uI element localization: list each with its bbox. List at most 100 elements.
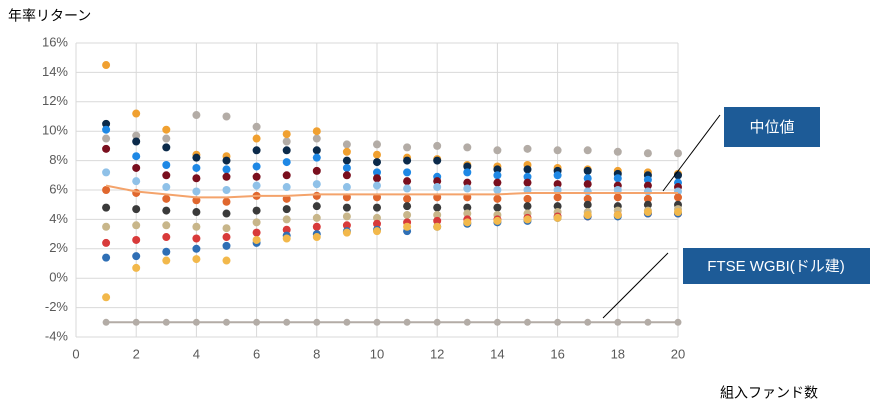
point: [342, 163, 351, 172]
point: [342, 147, 351, 156]
point: [222, 209, 231, 218]
point: [463, 209, 472, 218]
point: [523, 194, 532, 203]
point: [252, 134, 261, 143]
point: [253, 318, 261, 326]
point: [252, 235, 261, 244]
callout-text: FTSE WGBI(ドル建): [707, 258, 845, 275]
point: [493, 194, 502, 203]
point: [102, 318, 110, 326]
point: [132, 109, 141, 118]
point: [192, 234, 201, 243]
point: [643, 175, 652, 184]
point: [553, 180, 562, 189]
point: [102, 61, 111, 70]
point: [192, 111, 201, 120]
point: [342, 183, 351, 192]
point: [342, 203, 351, 212]
point: [162, 194, 171, 203]
point: [373, 219, 381, 228]
point: [403, 156, 412, 165]
point: [493, 165, 502, 174]
y-tick-label: 4%: [49, 211, 68, 226]
point: [282, 215, 291, 224]
callout-box: [724, 107, 820, 147]
point: [643, 181, 652, 190]
point: [584, 318, 592, 326]
point: [463, 218, 472, 227]
point: [102, 186, 111, 194]
point: [342, 221, 351, 230]
point: [463, 178, 472, 187]
x-tick-label: 18: [611, 346, 625, 361]
point: [342, 212, 351, 221]
point: [132, 318, 140, 326]
point: [613, 174, 622, 183]
point: [282, 171, 291, 180]
callout-line: [602, 252, 669, 319]
callout-ftse: FTSE WGBI(ドル建): [683, 248, 870, 284]
point: [282, 158, 291, 167]
point: [433, 183, 442, 192]
series-line: [105, 184, 678, 199]
point: [674, 208, 682, 217]
point: [373, 213, 381, 222]
point: [613, 193, 622, 202]
y-tick-label: 10%: [42, 123, 68, 138]
point: [222, 224, 231, 233]
x-tick-label: 20: [671, 346, 685, 361]
point: [162, 161, 171, 170]
point: [102, 134, 111, 143]
point: [132, 221, 141, 230]
point: [553, 193, 562, 202]
point: [433, 156, 442, 165]
point: [373, 203, 381, 212]
callout-box: [683, 248, 870, 284]
point: [403, 143, 412, 152]
point: [463, 143, 472, 152]
x-axis-title: 組入ファンド数: [720, 385, 818, 401]
point: [583, 174, 592, 183]
point: [312, 180, 321, 189]
point: [433, 222, 442, 231]
point: [463, 162, 472, 171]
point: [162, 256, 171, 265]
point: [433, 216, 442, 225]
x-tick-label: 8: [313, 346, 320, 361]
point: [162, 183, 171, 192]
point: [613, 210, 622, 219]
point: [252, 172, 261, 181]
point: [403, 222, 412, 231]
point: [583, 146, 592, 155]
point: [132, 177, 141, 186]
point: [132, 263, 141, 272]
point: [523, 202, 532, 211]
x-tick-label: 6: [253, 346, 260, 361]
point: [343, 318, 351, 326]
point: [433, 210, 442, 219]
point: [252, 206, 261, 215]
point: [553, 213, 562, 222]
x-tick-label: 12: [430, 346, 444, 361]
point: [132, 137, 141, 146]
point: [312, 166, 321, 175]
point: [102, 144, 111, 153]
point: [192, 222, 201, 231]
point: [313, 318, 321, 326]
callout-line: [662, 114, 721, 192]
point: [132, 205, 141, 214]
point: [222, 112, 231, 121]
point: [283, 318, 291, 326]
point: [252, 218, 261, 227]
point: [583, 200, 592, 209]
point: [102, 125, 111, 134]
point: [312, 127, 321, 136]
point: [222, 172, 231, 181]
point: [222, 165, 231, 174]
point: [403, 168, 412, 177]
point: [162, 125, 171, 134]
point: [222, 233, 231, 242]
point: [523, 165, 532, 174]
x-tick-label: 10: [370, 346, 384, 361]
point: [252, 146, 261, 155]
